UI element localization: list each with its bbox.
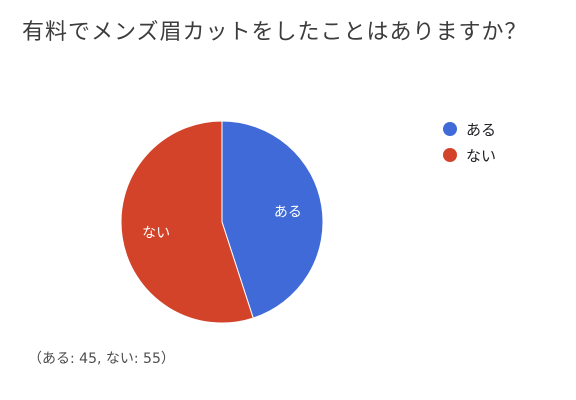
pie-slice-label-nai: ない bbox=[142, 225, 170, 241]
data-summary-footnote: （ある: 45, ない: 55） bbox=[28, 351, 175, 367]
legend-item-nai[interactable]: ない bbox=[443, 142, 496, 168]
pie-slice-aru[interactable] bbox=[221, 120, 324, 319]
legend-swatch-nai bbox=[443, 148, 457, 162]
legend-label-aru: ある bbox=[466, 120, 497, 139]
pie-slice-label-aru: ある bbox=[274, 205, 302, 221]
chart-title: 有料でメンズ眉カットをしたことはありますか？ bbox=[22, 20, 528, 45]
legend: ある ない bbox=[443, 116, 496, 168]
legend-item-aru[interactable]: ある bbox=[443, 116, 496, 142]
legend-label-nai: ない bbox=[466, 146, 497, 165]
legend-swatch-aru bbox=[443, 122, 457, 136]
pie-slice-nai[interactable] bbox=[120, 120, 254, 324]
pie-slices bbox=[120, 120, 324, 324]
